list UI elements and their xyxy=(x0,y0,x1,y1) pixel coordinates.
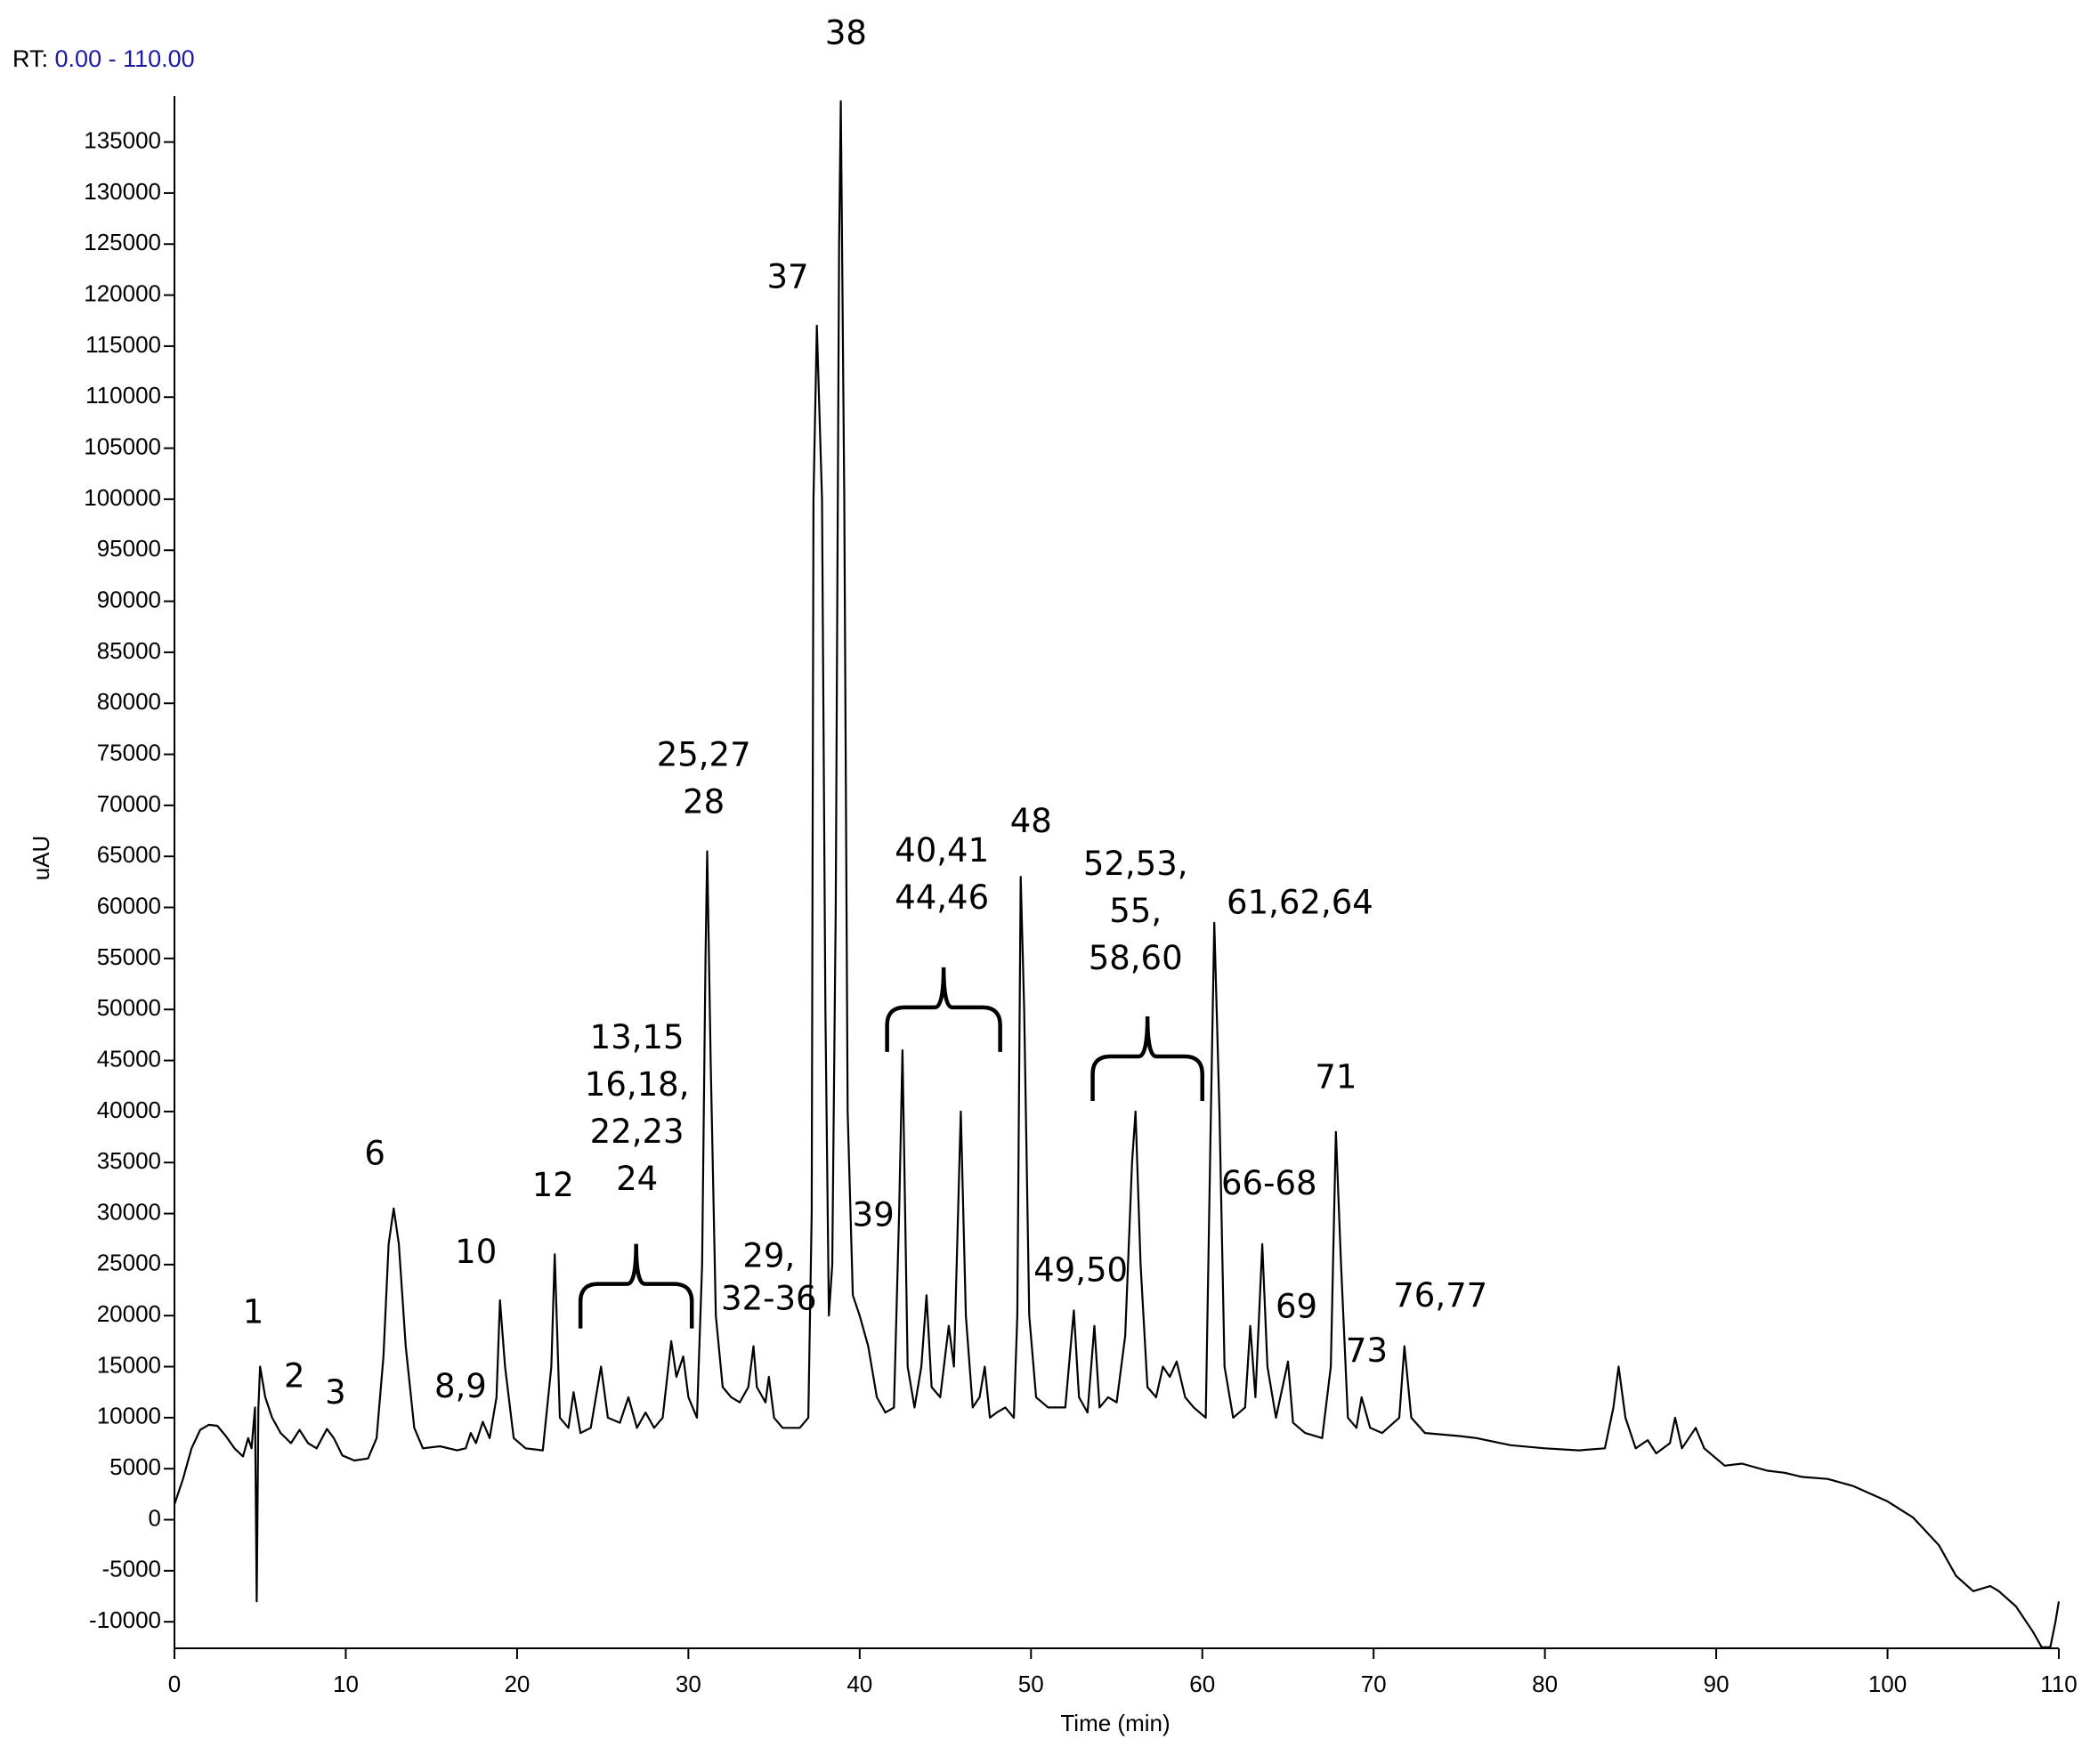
peak-label: 61,62,64 xyxy=(1227,884,1373,922)
x-tick-label: 110 xyxy=(2040,1671,2077,1697)
x-tick-label: 40 xyxy=(846,1671,872,1697)
peak-label: 12 xyxy=(532,1166,574,1204)
trace xyxy=(173,100,2061,1648)
peak-label: 29, xyxy=(742,1236,795,1274)
brace xyxy=(885,967,1002,1052)
peak-label: 76,77 xyxy=(1393,1276,1487,1315)
y-tick-label: 65000 xyxy=(97,841,161,868)
peak-label: 52,53, xyxy=(1083,845,1188,883)
peak-label: 71 xyxy=(1315,1058,1357,1096)
y-tick-label: -10000 xyxy=(89,1606,161,1633)
y-tick-label: 70000 xyxy=(97,790,161,817)
peak-label: 66-68 xyxy=(1221,1164,1317,1202)
y-tick-label: 125000 xyxy=(84,229,161,255)
x-axis-label: Time (min) xyxy=(1060,1710,1170,1736)
y-tick-label: 135000 xyxy=(84,126,161,153)
y-tick-label: 75000 xyxy=(97,739,161,765)
peak-label: 37 xyxy=(766,258,808,296)
peak-label: 10 xyxy=(455,1233,497,1271)
x-tick-label: 10 xyxy=(333,1671,359,1697)
y-tick-label: 35000 xyxy=(97,1147,161,1174)
peak-label: 73 xyxy=(1346,1331,1388,1370)
x-tick-label: 90 xyxy=(1704,1671,1729,1697)
y-tick-label: 50000 xyxy=(97,994,161,1021)
y-axis-label: uAU xyxy=(28,836,54,881)
y-tick-label: 55000 xyxy=(97,943,161,970)
y-tick-label: 5000 xyxy=(109,1453,161,1480)
y-tick-label: 60000 xyxy=(97,892,161,918)
y-tick-label: 100000 xyxy=(84,484,161,511)
x-tick-label: 70 xyxy=(1361,1671,1387,1697)
y-tick-label: 120000 xyxy=(84,279,161,306)
brace xyxy=(578,1243,694,1329)
y-tick-label: 110000 xyxy=(85,382,161,409)
y-tick-label: 45000 xyxy=(97,1045,161,1072)
peak-label: 32-36 xyxy=(721,1279,817,1317)
rt-header: RT: 0.00 - 110.00 xyxy=(12,45,195,72)
peak-label: 2 xyxy=(284,1357,305,1396)
peak-label: 22,23 xyxy=(590,1113,684,1151)
y-tick-label: 10000 xyxy=(97,1403,161,1429)
x-tick-label: 30 xyxy=(676,1671,701,1697)
y-tick-label: 30000 xyxy=(97,1198,161,1225)
peak-label: 1 xyxy=(243,1292,264,1331)
rt-label: RT: xyxy=(12,45,48,72)
peak-label: 38 xyxy=(825,14,867,53)
peak-label: 28 xyxy=(683,782,725,821)
peak-label: 55, xyxy=(1109,892,1162,930)
y-tick-label: 15000 xyxy=(97,1351,161,1378)
y-tick-label: 95000 xyxy=(97,535,161,562)
y-tick-label: 105000 xyxy=(84,433,161,459)
rt-range: 0.00 - 110.00 xyxy=(55,45,195,72)
peak-label: 58,60 xyxy=(1089,939,1183,977)
peak-label: 16,18, xyxy=(585,1065,690,1104)
y-tick-label: 115000 xyxy=(85,331,161,358)
peak-label: 24 xyxy=(616,1160,658,1198)
x-tick-label: 0 xyxy=(168,1671,181,1697)
y-tick-label: 90000 xyxy=(97,586,161,612)
x-tick-label: 50 xyxy=(1018,1671,1044,1697)
y-tick-label: 85000 xyxy=(97,637,161,664)
peak-label: 44,46 xyxy=(895,878,989,917)
x-tick-label: 20 xyxy=(504,1671,530,1697)
peak-label: 25,27 xyxy=(657,735,751,773)
x-tick-label: 100 xyxy=(1868,1671,1907,1697)
peak-label: 49,50 xyxy=(1033,1250,1128,1289)
y-tick-label: -5000 xyxy=(102,1556,162,1582)
peak-label: 8,9 xyxy=(434,1367,487,1405)
y-tick-label: 0 xyxy=(149,1504,161,1531)
y-tick-label: 80000 xyxy=(97,688,161,715)
peak-label: 3 xyxy=(325,1373,346,1412)
peak-label: 40,41 xyxy=(895,831,989,870)
y-tick-label: 20000 xyxy=(97,1300,161,1327)
peak-label: 13,15 xyxy=(590,1018,684,1056)
y-tick-label: 25000 xyxy=(97,1250,161,1276)
peak-label: 6 xyxy=(364,1135,385,1173)
peak-label: 69 xyxy=(1276,1288,1317,1326)
x-tick-label: 60 xyxy=(1189,1671,1215,1697)
x-tick-label: 80 xyxy=(1532,1671,1558,1697)
y-tick-label: 130000 xyxy=(84,178,161,205)
y-tick-label: 40000 xyxy=(97,1096,161,1123)
brace xyxy=(1090,1016,1204,1101)
peak-label: 48 xyxy=(1010,802,1052,840)
peak-label: 39 xyxy=(853,1195,895,1234)
